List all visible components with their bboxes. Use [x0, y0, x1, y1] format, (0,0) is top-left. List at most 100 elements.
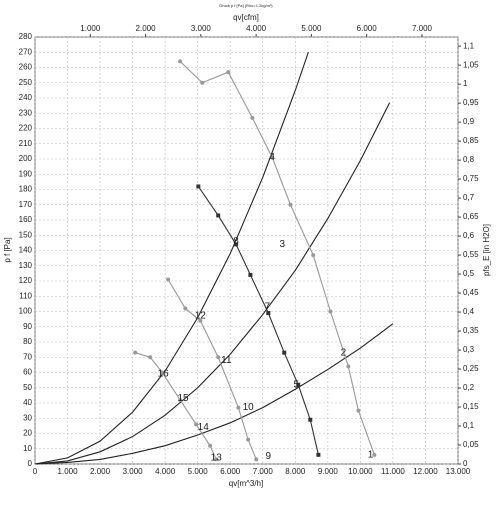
x-tick-label: 6.000	[220, 467, 241, 476]
y-tick-label: 160	[19, 215, 33, 224]
point-marker	[236, 405, 241, 410]
y-tick-label: 280	[19, 32, 33, 41]
point-marker	[311, 253, 316, 258]
point-label: 8	[233, 236, 239, 247]
y2-tick-label: 0,45	[463, 288, 479, 297]
y-tick-label: 120	[19, 276, 33, 285]
x2-tick-label: 4.000	[246, 24, 267, 33]
y-tick-label: 90	[23, 322, 32, 331]
point-label: 14	[198, 422, 210, 433]
point-marker	[226, 70, 231, 75]
point-marker	[196, 184, 201, 189]
y2-tick-label: 0,05	[463, 440, 479, 449]
point-label: 12	[195, 311, 207, 322]
y2-tick-label: 0	[463, 459, 468, 468]
point-marker	[372, 452, 377, 457]
point-marker	[178, 59, 183, 64]
series-line	[34, 52, 309, 465]
y-tick-label: 100	[19, 307, 33, 316]
x-tick-label: 3.000	[123, 467, 144, 476]
point-label: 2	[341, 347, 347, 358]
point-label: 7	[265, 302, 271, 313]
point-marker	[194, 422, 199, 427]
series-line	[34, 323, 394, 465]
y2-tick-label: 0,65	[463, 212, 479, 221]
y2-tick-label: 0,95	[463, 98, 479, 107]
y2-tick-label: 0,55	[463, 250, 479, 259]
point-marker	[328, 309, 333, 314]
point-marker	[308, 417, 313, 422]
y2-tick-label: 0,3	[463, 345, 475, 354]
x-tick-label: 8.000	[285, 467, 306, 476]
point-marker	[270, 155, 275, 160]
point-marker	[166, 277, 171, 282]
y-tick-label: 60	[23, 368, 32, 377]
point-marker	[248, 272, 253, 277]
point-marker	[234, 242, 239, 247]
point-label: 5	[294, 379, 300, 390]
x-tick-label: 4.000	[155, 467, 176, 476]
point-marker	[198, 318, 203, 323]
point-marker	[183, 306, 188, 311]
plot-frame	[34, 36, 459, 465]
point-marker	[214, 457, 219, 462]
point-marker	[208, 443, 213, 448]
y-tick-label: 180	[19, 185, 33, 194]
y2-tick-label: 0,25	[463, 364, 479, 373]
y-tick-label: 260	[19, 63, 33, 72]
x2-tick-label: 2.000	[136, 24, 157, 33]
y2-tick-label: 0,5	[463, 269, 475, 278]
x-tick-label: 1.000	[58, 467, 79, 476]
y2-tick-label: 0,85	[463, 136, 479, 145]
series-line	[167, 279, 257, 460]
y-tick-label: 220	[19, 124, 33, 133]
point-label: 16	[158, 369, 170, 380]
x2-tick-label: 6.000	[357, 24, 378, 33]
series-line	[34, 102, 391, 465]
y-tick-label: 110	[19, 291, 32, 300]
point-label: 15	[177, 393, 189, 404]
chart-title: Druck p f [Pa] (Rho=1,2kg/m³)	[219, 3, 273, 8]
y2-tick-label: 0,75	[463, 174, 479, 183]
y2-tick-label: 0,4	[463, 307, 475, 316]
y-tick-label: 140	[19, 246, 33, 255]
x-tick-label: 5.000	[188, 467, 209, 476]
point-label: 9	[266, 451, 272, 462]
x2-tick-label: 5.000	[301, 24, 322, 33]
y-tick-label: 80	[23, 337, 32, 346]
point-marker	[346, 364, 351, 369]
x2-tick-label: 7.000	[412, 24, 433, 33]
point-marker	[216, 213, 221, 218]
x2-tick-label: 3.000	[191, 24, 212, 33]
point-label: 4	[269, 152, 275, 163]
y2-tick-label: 1	[463, 79, 468, 88]
point-marker	[282, 350, 287, 355]
x-tick-label: 0	[33, 467, 38, 476]
point-label: 13	[211, 453, 223, 464]
point-marker	[133, 350, 138, 355]
x-tick-label: 7.000	[253, 467, 274, 476]
y-tick-label: 10	[23, 444, 32, 453]
point-marker	[148, 355, 153, 360]
y-tick-label: 70	[23, 352, 32, 361]
y2-axis-title: pfs_E [in H2O]	[482, 224, 491, 276]
y2-tick-label: 0,1	[463, 421, 475, 430]
y2-tick-label: 0,8	[463, 155, 475, 164]
y2-tick-label: 0,7	[463, 193, 475, 202]
point-label: 10	[243, 402, 255, 413]
y-tick-label: 200	[19, 154, 33, 163]
y2-tick-label: 0,6	[463, 231, 475, 240]
point-marker	[254, 457, 259, 462]
point-marker	[288, 202, 293, 207]
x-tick-label: 13.000	[446, 467, 471, 476]
y2-tick-label: 1,05	[463, 60, 479, 69]
y-tick-label: 40	[23, 398, 32, 407]
y-axis-title: p f [Pa]	[3, 237, 12, 262]
point-marker	[266, 311, 271, 316]
y-tick-label: 230	[19, 108, 33, 117]
y2-tick-label: 0,35	[463, 326, 479, 335]
x-tick-label: 10.000	[348, 467, 373, 476]
x-tick-label: 9.000	[318, 467, 339, 476]
y2-tick-label: 0,15	[463, 402, 479, 411]
y-tick-label: 0	[28, 459, 33, 468]
